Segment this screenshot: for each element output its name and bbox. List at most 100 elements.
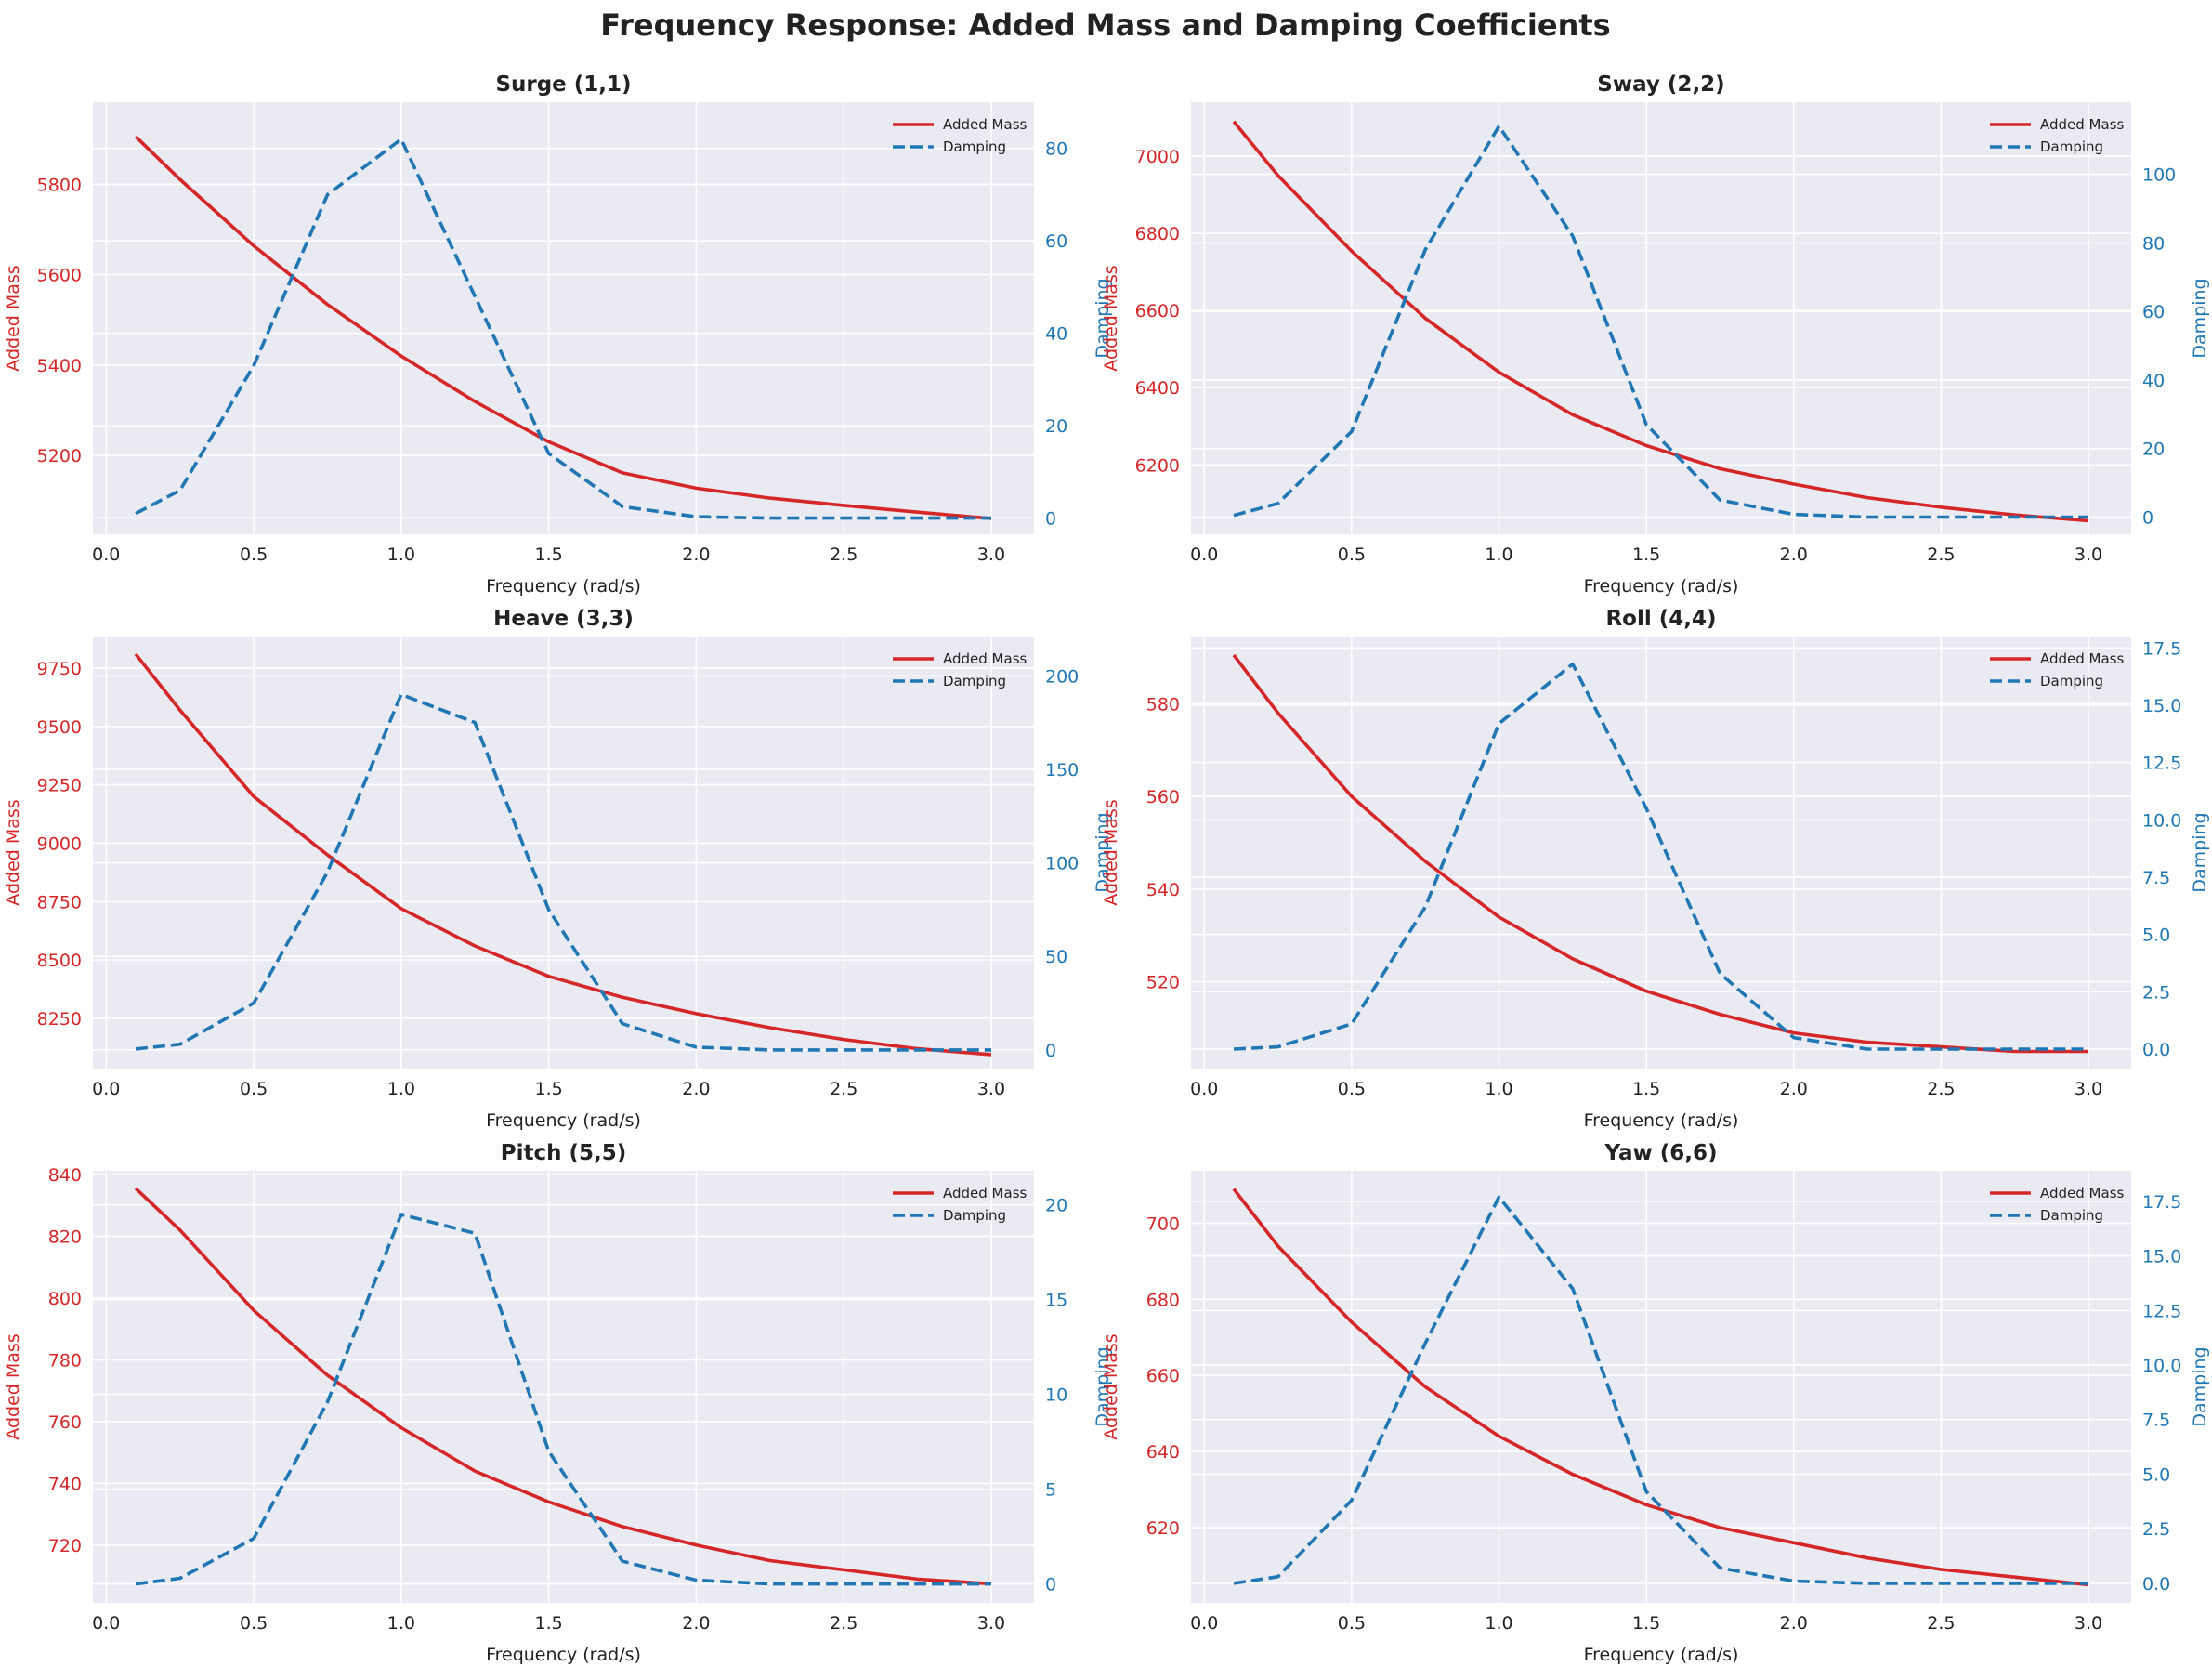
y-tick-label-left: 9750 xyxy=(37,659,82,679)
added-mass-series-line xyxy=(134,652,992,1057)
damping-series-line xyxy=(135,138,991,520)
y-tick-label-right: 15.0 xyxy=(2142,696,2181,716)
y-tick-label-right: 40 xyxy=(2142,371,2165,391)
subplot-grid: Surge (1,1)0.0 0.5 1.0 1.5 2.0 2.5 3.052005400… xyxy=(3,72,2210,1665)
x-tick-label: 2.0 xyxy=(1780,1613,1808,1634)
y-tick-label-right: 0.0 xyxy=(2142,1040,2170,1060)
y-axis-label-right: Damping xyxy=(2190,278,2210,358)
y-tick-label-left: 560 xyxy=(1146,787,1180,807)
x-tick-label: 1.5 xyxy=(1632,1613,1660,1634)
x-tick-label: 3.0 xyxy=(977,545,1005,565)
x-tick-label: 1.0 xyxy=(1485,1613,1512,1634)
damping-series-line xyxy=(135,1213,991,1586)
y-tick-label-left: 6800 xyxy=(1135,224,1180,244)
x-tick-label: 1.0 xyxy=(1485,1079,1512,1099)
x-tick-label: 1.0 xyxy=(387,1079,415,1099)
y-tick-label-left: 8250 xyxy=(37,1009,82,1030)
plot-area xyxy=(93,637,1034,1069)
damping-series-line xyxy=(135,692,991,1052)
subplot-title: Yaw (6,6) xyxy=(1603,1141,1717,1165)
x-tick-label: 1.0 xyxy=(387,545,415,565)
y-tick-label-left: 700 xyxy=(1146,1214,1180,1234)
x-tick-label: 3.0 xyxy=(2075,1079,2102,1099)
subplot-title: Roll (4,4) xyxy=(1605,607,1716,631)
plot-area xyxy=(1191,1171,2131,1603)
x-tick-label: 3.0 xyxy=(2075,545,2102,565)
y-tick-label-left: 9500 xyxy=(37,717,82,738)
y-tick-label-left: 720 xyxy=(48,1536,82,1556)
y-tick-label-left: 620 xyxy=(1146,1518,1180,1539)
x-tick-label: 3.0 xyxy=(977,1613,1005,1634)
x-axis-label: Frequency (rad/s) xyxy=(486,1645,641,1665)
x-tick-label: 0.5 xyxy=(1338,1079,1366,1099)
subplot-2: Heave (3,3) 0.0 0.5 1.0 1.5 2.0 2.5 3.0 8250 8500… xyxy=(3,607,1113,1131)
y-tick-label-right: 60 xyxy=(1045,231,1067,252)
damping-series-line xyxy=(1233,1195,2088,1585)
y-tick-label-left: 9250 xyxy=(37,776,82,796)
legend: Added Mass Damping xyxy=(1990,650,2125,689)
y-axis-label-left: Added Mass xyxy=(1101,799,1121,905)
y-tick-label-right: 5.0 xyxy=(2142,1464,2170,1485)
y-tick-label-right: 5 xyxy=(1045,1480,1056,1501)
y-tick-label-right: 2.5 xyxy=(2142,982,2170,1003)
y-tick-label-left: 5800 xyxy=(37,175,82,195)
y-tick-label-left: 660 xyxy=(1146,1366,1180,1386)
legend-label: Damping xyxy=(2040,138,2103,155)
x-tick-label: 2.5 xyxy=(1927,1079,1955,1099)
x-tick-label: 1.5 xyxy=(535,1613,563,1634)
grid xyxy=(1191,1171,2131,1603)
x-tick-label: 0.0 xyxy=(1190,1079,1218,1099)
x-tick-label: 0.0 xyxy=(1190,545,1218,565)
y-tick-label-right: 12.5 xyxy=(2142,1301,2181,1321)
y-axis-label-right: Damping xyxy=(2190,1346,2210,1426)
x-axis-label: Frequency (rad/s) xyxy=(1584,1110,1739,1131)
y-tick-label-right: 150 xyxy=(1045,760,1079,781)
y-tick-label-right: 2.5 xyxy=(2142,1519,2170,1540)
legend-label: Added Mass xyxy=(2040,650,2125,667)
y-tick-label-right: 7.5 xyxy=(2142,868,2170,888)
y-tick-label-left: 780 xyxy=(48,1350,82,1371)
y-axis-label-right: Damping xyxy=(1093,278,1113,358)
x-tick-label: 2.5 xyxy=(1927,545,1955,565)
y-tick-label-right: 20 xyxy=(1045,1196,1067,1216)
grid xyxy=(93,637,1034,1069)
y-tick-label-left: 6400 xyxy=(1135,378,1180,399)
x-tick-label: 2.5 xyxy=(1927,1613,1955,1634)
grid xyxy=(93,102,1034,534)
legend: Added Mass Damping xyxy=(1990,116,2125,155)
y-tick-label-right: 80 xyxy=(1045,139,1067,160)
y-tick-label-right: 100 xyxy=(1045,854,1079,874)
legend-label: Damping xyxy=(943,138,1006,155)
y-axis-label-left: Added Mass xyxy=(3,1333,23,1439)
x-tick-label: 3.0 xyxy=(2075,1613,2102,1634)
plot-area xyxy=(93,102,1034,534)
x-tick-label: 1.5 xyxy=(1632,1079,1660,1099)
y-axis-label-right: Damping xyxy=(1093,1346,1113,1426)
grid xyxy=(1191,102,2131,534)
subplot-1: Sway (2,2) 0.0 0.5 1.0 1.5 2.0 2.5 3.0 6200 6400 6… xyxy=(1101,72,2210,597)
y-tick-label-right: 40 xyxy=(1045,324,1067,345)
figure-title: Frequency Response: Added Mass and Dampi… xyxy=(600,7,1610,43)
x-tick-label: 2.5 xyxy=(830,545,857,565)
x-tick-label: 2.0 xyxy=(1780,545,1808,565)
subplot-title: Heave (3,3) xyxy=(493,607,634,631)
x-tick-label: 0.0 xyxy=(92,1613,120,1634)
y-tick-label-right: 15 xyxy=(1045,1291,1067,1311)
y-axis-label-left: Added Mass xyxy=(1101,265,1121,371)
x-tick-label: 0.5 xyxy=(240,1079,268,1099)
x-axis-label: Frequency (rad/s) xyxy=(1584,1645,1739,1665)
legend: Added Mass Damping xyxy=(893,116,1027,155)
subplot-5: Yaw (6,6) 0.0 0.5 1.0 1.5 2.0 2.5 3.0 620 640 660 6… xyxy=(1101,1141,2210,1665)
y-tick-label-left: 680 xyxy=(1146,1290,1180,1310)
y-tick-label-right: 15.0 xyxy=(2142,1247,2181,1267)
y-tick-label-left: 5400 xyxy=(37,356,82,376)
y-tick-label-right: 0.0 xyxy=(2142,1574,2170,1595)
legend-label: Added Mass xyxy=(943,650,1027,667)
x-tick-label: 2.5 xyxy=(830,1079,857,1099)
plot-area xyxy=(1191,102,2131,534)
subplot-title: Pitch (5,5) xyxy=(501,1141,627,1165)
subplot-title: Surge (1,1) xyxy=(495,72,631,97)
subplot-title: Sway (2,2) xyxy=(1597,72,1724,97)
legend-label: Damping xyxy=(943,1207,1006,1224)
